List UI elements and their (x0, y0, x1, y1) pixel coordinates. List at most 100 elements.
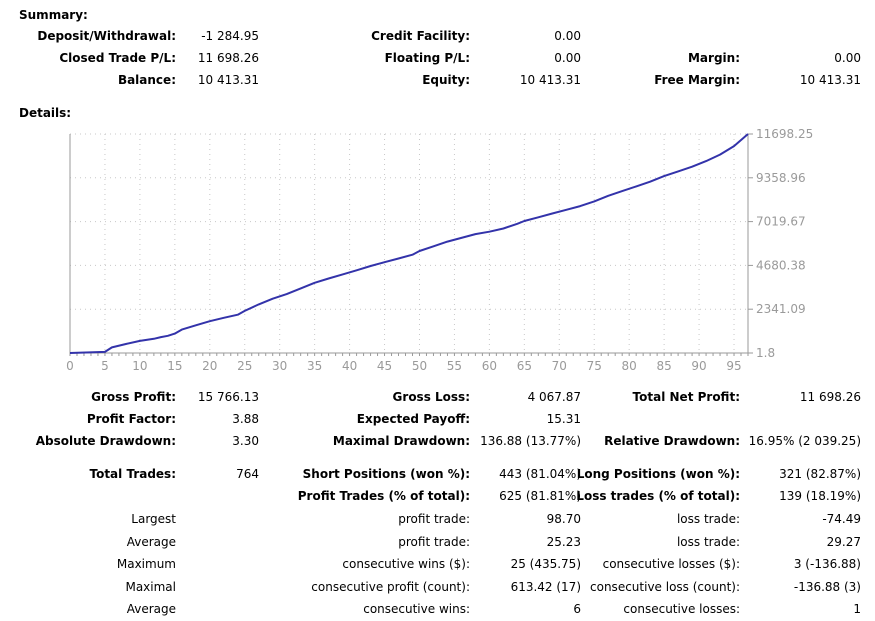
gross-profit-value: 15 766.13 (197, 390, 259, 404)
x-tick-label: 95 (726, 359, 741, 373)
floating-pl-label: Floating P/L: (384, 51, 470, 65)
x-tick-label: 55 (447, 359, 462, 373)
maximal-cons-loss-value: -136.88 (3) (793, 580, 861, 594)
relative-drawdown-value: 16.95% (2 039.25) (748, 434, 861, 448)
balance-label: Balance: (117, 73, 176, 87)
max-cons-losses-value: 3 (-136.88) (793, 557, 861, 571)
x-tick-label: 75 (587, 359, 602, 373)
avg-profit-value: 25.23 (546, 535, 581, 549)
y-tick-label: 2341.09 (756, 302, 806, 316)
gross-loss-label: Gross Loss: (392, 390, 470, 404)
balance-line (69, 133, 749, 354)
profit-factor-label: Profit Factor: (86, 412, 176, 426)
max-cons-losses-label: consecutive losses ($): (602, 557, 740, 571)
largest-loss-value: -74.49 (822, 512, 861, 526)
profit-trades-label: Profit Trades (% of total): (297, 489, 470, 503)
free-margin-label: Free Margin: (654, 73, 740, 87)
avg-cons-losses-label: consecutive losses: (623, 602, 740, 616)
x-tick-label: 85 (656, 359, 671, 373)
profit-trades-value: 625 (81.81%) (499, 489, 581, 503)
margin-value: 0.00 (834, 51, 861, 65)
largest-loss-label: loss trade: (676, 512, 740, 526)
closed-trade-pl-label: Closed Trade P/L: (59, 51, 176, 65)
credit-facility-value: 0.00 (554, 29, 581, 43)
avg-cons-wins-value: 6 (573, 602, 581, 616)
x-tick-label: 5 (101, 359, 109, 373)
x-tick-label: 10 (132, 359, 147, 373)
gross-loss-value: 4 067.87 (527, 390, 581, 404)
short-positions-label: Short Positions (won %): (302, 467, 470, 481)
y-tick-label: 9358.96 (756, 171, 806, 185)
x-tick-label: 40 (342, 359, 357, 373)
loss-trades-label: Loss trades (% of total): (576, 489, 740, 503)
avg-cons-losses-value: 1 (853, 602, 861, 616)
total-net-profit-value: 11 698.26 (799, 390, 861, 404)
avg-loss-label: loss trade: (676, 535, 740, 549)
maximum-label: Maximum (116, 557, 176, 571)
largest-profit-label: profit trade: (398, 512, 470, 526)
long-positions-value: 321 (82.87%) (779, 467, 861, 481)
maximal-cons-profit-value: 613.42 (17) (510, 580, 581, 594)
avg-profit-label: profit trade: (398, 535, 470, 549)
x-tick-label: 70 (552, 359, 567, 373)
average2-label: Average (126, 602, 176, 616)
x-tick-label: 50 (412, 359, 427, 373)
loss-trades-value: 139 (18.19%) (779, 489, 861, 503)
margin-label: Margin: (687, 51, 740, 65)
maximal-cons-loss-label: consecutive loss (count): (590, 580, 740, 594)
maximal-drawdown-label: Maximal Drawdown: (332, 434, 470, 448)
x-tick-label: 80 (622, 359, 637, 373)
floating-pl-value: 0.00 (554, 51, 581, 65)
x-tick-label: 25 (237, 359, 252, 373)
max-cons-wins-label: consecutive wins ($): (342, 557, 470, 571)
y-tick-label: 7019.67 (756, 215, 806, 229)
total-trades-value: 764 (236, 467, 259, 481)
expected-payoff-value: 15.31 (546, 412, 581, 426)
closed-trade-pl-value: 11 698.26 (197, 51, 259, 65)
largest-label: Largest (131, 512, 176, 526)
summary-heading: Summary: (19, 8, 88, 22)
y-tick-label: 1.8 (756, 346, 775, 360)
x-tick-label: 90 (691, 359, 706, 373)
balance-value: 10 413.31 (197, 73, 259, 87)
deposit-label: Deposit/Withdrawal: (37, 29, 176, 43)
avg-cons-wins-label: consecutive wins: (363, 602, 470, 616)
gross-profit-label: Gross Profit: (91, 390, 176, 404)
balance-chart: 11698.25 9358.96 7019.67 4680.38 2341.09 1.8 0… (66, 127, 813, 373)
maximal-label: Maximal (125, 580, 176, 594)
x-tick-label: 20 (202, 359, 217, 373)
absolute-drawdown-value: 3.30 (232, 434, 259, 448)
average-label: Average (126, 535, 176, 549)
x-tick-label: 15 (167, 359, 182, 373)
relative-drawdown-label: Relative Drawdown: (604, 434, 740, 448)
expected-payoff-label: Expected Payoff: (356, 412, 470, 426)
equity-value: 10 413.31 (519, 73, 581, 87)
x-tick-label: 35 (307, 359, 322, 373)
largest-profit-value: 98.70 (546, 512, 581, 526)
equity-label: Equity: (422, 73, 470, 87)
chart-grid (69, 133, 748, 354)
total-trades-label: Total Trades: (89, 467, 176, 481)
x-tick-label: 45 (377, 359, 392, 373)
maximal-cons-profit-label: consecutive profit (count): (311, 580, 470, 594)
short-positions-value: 443 (81.04%) (499, 467, 581, 481)
chart-axes: 11698.25 9358.96 7019.67 4680.38 2341.09 1.8 0… (66, 127, 813, 373)
maximal-drawdown-value: 136.88 (13.77%) (480, 434, 581, 448)
y-tick-label: 4680.38 (756, 258, 806, 272)
long-positions-label: Long Positions (won %): (576, 467, 740, 481)
credit-facility-label: Credit Facility: (371, 29, 470, 43)
y-tick-label: 11698.25 (756, 127, 813, 141)
chart-plot (69, 133, 749, 354)
x-tick-label: 65 (517, 359, 532, 373)
free-margin-value: 10 413.31 (799, 73, 861, 87)
total-net-profit-label: Total Net Profit: (632, 390, 740, 404)
avg-loss-value: 29.27 (826, 535, 861, 549)
details-heading: Details: (19, 106, 72, 120)
x-tick-label: 0 (66, 359, 74, 373)
profit-factor-value: 3.88 (232, 412, 259, 426)
deposit-value: -1 284.95 (201, 29, 259, 43)
absolute-drawdown-label: Absolute Drawdown: (35, 434, 176, 448)
max-cons-wins-value: 25 (435.75) (510, 557, 581, 571)
x-tick-label: 30 (272, 359, 287, 373)
x-tick-label: 60 (482, 359, 497, 373)
